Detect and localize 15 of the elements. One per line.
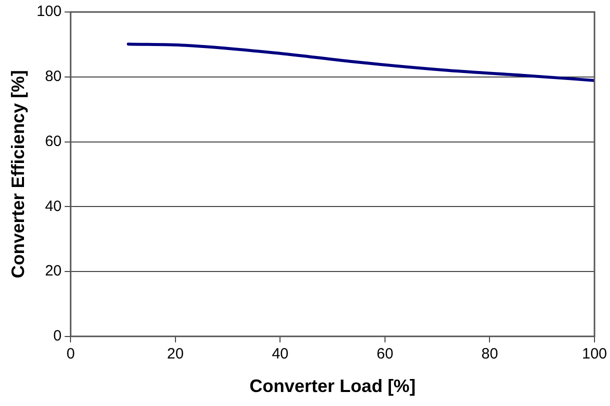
x-axis-title: Converter Load [%] <box>250 376 416 396</box>
x-tick-label: 60 <box>376 346 394 363</box>
y-tick-label: 100 <box>36 3 62 20</box>
y-tick-label: 80 <box>44 68 62 86</box>
x-tick-label: 80 <box>481 346 498 363</box>
line-series <box>126 42 594 82</box>
y-tick-label: 20 <box>44 262 62 280</box>
x-tick-label: 40 <box>272 346 289 363</box>
y-tick-label: 40 <box>44 198 62 215</box>
y-axis-title: Converter Efficiency [%] <box>8 70 28 278</box>
x-tick-label: 100 <box>582 346 607 363</box>
x-tick-label: 0 <box>66 346 75 363</box>
y-tick-label: 0 <box>53 328 62 345</box>
x-tick-label: 20 <box>167 346 184 363</box>
y-tick-label: 60 <box>44 132 62 150</box>
